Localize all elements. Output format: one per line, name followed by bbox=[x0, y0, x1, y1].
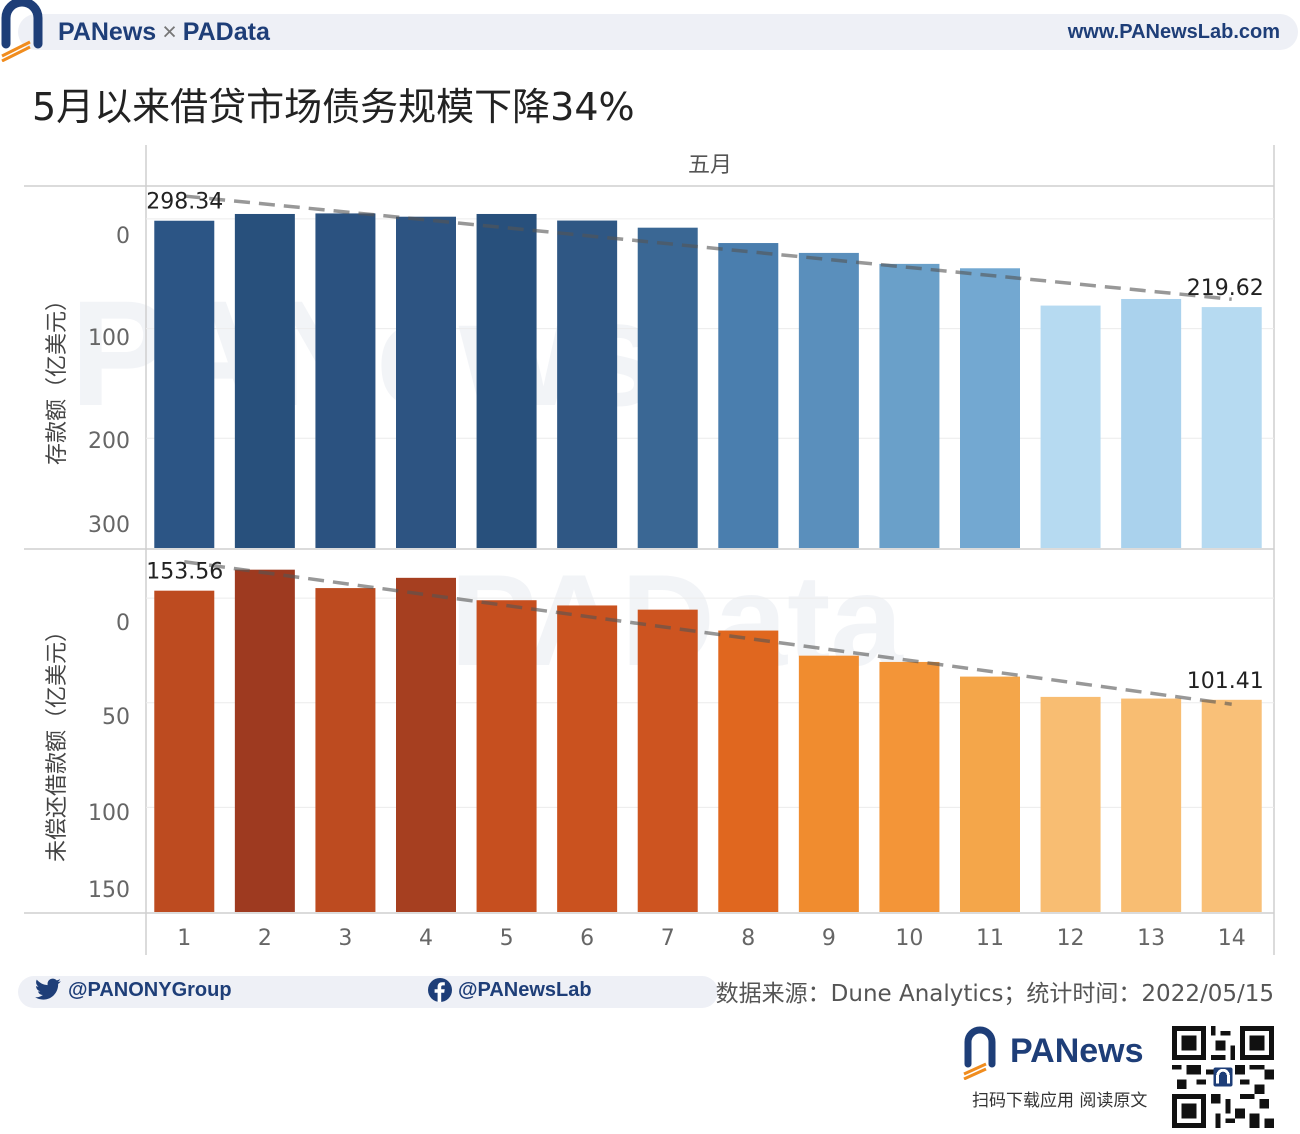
x-tick-label: 9 bbox=[822, 926, 836, 951]
facet-header: 五月 bbox=[688, 153, 732, 178]
x-tick-label: 6 bbox=[580, 926, 594, 951]
bar[interactable] bbox=[879, 661, 940, 912]
bar[interactable] bbox=[960, 676, 1020, 912]
y-tick-label: 100 bbox=[88, 801, 130, 826]
bar[interactable] bbox=[1201, 307, 1262, 548]
data-label: 219.62 bbox=[1187, 276, 1264, 301]
page-title: 5月以来借贷市场债务规模下降34% bbox=[32, 85, 635, 129]
bar[interactable] bbox=[315, 588, 376, 912]
y-axis-label: 未偿还借款额（亿美元） bbox=[45, 620, 70, 862]
x-tick-label: 10 bbox=[895, 926, 923, 951]
footer-logo-icon bbox=[963, 1026, 996, 1080]
twitter-bird-icon bbox=[35, 978, 61, 1000]
bar[interactable] bbox=[1121, 698, 1182, 912]
footer-bar bbox=[18, 976, 718, 1008]
bar[interactable] bbox=[637, 609, 698, 912]
x-tick-label: 1 bbox=[177, 926, 191, 951]
brand-times: × bbox=[162, 18, 177, 46]
header-brand: PANews × PAData bbox=[58, 18, 270, 47]
bar[interactable] bbox=[557, 605, 618, 912]
panews-logo-icon bbox=[1, 0, 43, 62]
facet-header-group: 五月 bbox=[688, 153, 732, 178]
bar[interactable] bbox=[315, 213, 376, 548]
x-tick-label: 7 bbox=[661, 926, 675, 951]
brand-padata: PAData bbox=[182, 18, 270, 46]
x-tick-label: 13 bbox=[1137, 926, 1165, 951]
data-label: 101.41 bbox=[1187, 669, 1264, 694]
qr-code-icon[interactable] bbox=[1172, 1026, 1274, 1128]
x-tick-label: 14 bbox=[1218, 926, 1246, 951]
facebook-icon bbox=[428, 978, 452, 1002]
bar[interactable] bbox=[1201, 699, 1262, 912]
trend-line bbox=[184, 194, 1232, 301]
x-tick-label: 12 bbox=[1057, 926, 1085, 951]
y-tick-label: 0 bbox=[116, 224, 130, 249]
x-tick-label: 4 bbox=[419, 926, 433, 951]
y-tick-label: 300 bbox=[88, 513, 130, 538]
deposits-panel: 0 100 200 300 存款额（亿美元） 298.34 219.62 bbox=[45, 190, 1274, 549]
bar[interactable] bbox=[879, 263, 940, 548]
x-tick-label: 2 bbox=[258, 926, 272, 951]
bar[interactable] bbox=[718, 243, 779, 548]
y-tick-label: 150 bbox=[88, 878, 130, 903]
bar[interactable] bbox=[1040, 305, 1101, 548]
data-label: 153.56 bbox=[146, 560, 223, 585]
borrows-panel: 0 50 100 150 未偿还借款额（亿美元） 153.56 101.41 bbox=[45, 560, 1274, 912]
bar[interactable] bbox=[798, 655, 859, 912]
x-tick-label: 8 bbox=[741, 926, 755, 951]
bar[interactable] bbox=[154, 590, 215, 912]
bar[interactable] bbox=[234, 569, 295, 912]
bar[interactable] bbox=[637, 227, 698, 548]
x-axis: 1 2 3 4 5 6 7 8 9 10 11 12 13 14 bbox=[177, 926, 1245, 951]
y-tick-label: 100 bbox=[88, 326, 130, 351]
bar[interactable] bbox=[1040, 696, 1101, 912]
facebook-handle[interactable]: @PANewsLab bbox=[428, 978, 592, 1002]
bar[interactable] bbox=[476, 600, 537, 912]
footer-brand: PANews bbox=[1010, 1032, 1144, 1070]
brand-panews: PANews bbox=[58, 18, 157, 46]
data-source: 数据来源：Dune Analytics；统计时间：2022/05/15 bbox=[715, 981, 1274, 1007]
footer-cta: 扫码下载应用 阅读原文 bbox=[972, 1091, 1148, 1111]
trend-line bbox=[184, 559, 1232, 706]
bar[interactable] bbox=[154, 220, 215, 549]
data-label: 298.34 bbox=[146, 190, 223, 215]
facebook-label: @PANewsLab bbox=[458, 978, 592, 1001]
bar[interactable] bbox=[476, 213, 537, 549]
x-tick-label: 11 bbox=[976, 926, 1004, 951]
bar[interactable] bbox=[557, 220, 618, 548]
header-bar bbox=[18, 14, 1298, 50]
bar[interactable] bbox=[396, 216, 456, 548]
y-tick-label: 200 bbox=[88, 429, 130, 454]
x-tick-label: 3 bbox=[338, 926, 352, 951]
chart-frame bbox=[24, 145, 1275, 955]
twitter-label: @PANONYGroup bbox=[68, 978, 232, 1001]
bar[interactable] bbox=[234, 213, 295, 549]
y-tick-label: 50 bbox=[102, 705, 130, 730]
bar[interactable] bbox=[960, 268, 1020, 548]
bar[interactable] bbox=[1121, 298, 1182, 548]
x-tick-label: 5 bbox=[500, 926, 514, 951]
bar[interactable] bbox=[798, 252, 859, 548]
y-axis-label: 存款额（亿美元） bbox=[45, 289, 70, 465]
bar[interactable] bbox=[718, 630, 779, 912]
twitter-handle[interactable]: @PANONYGroup bbox=[34, 978, 232, 1002]
y-tick-label: 0 bbox=[116, 611, 130, 636]
website-link[interactable]: www.PANewsLab.com bbox=[1067, 21, 1280, 43]
bar[interactable] bbox=[396, 577, 456, 912]
